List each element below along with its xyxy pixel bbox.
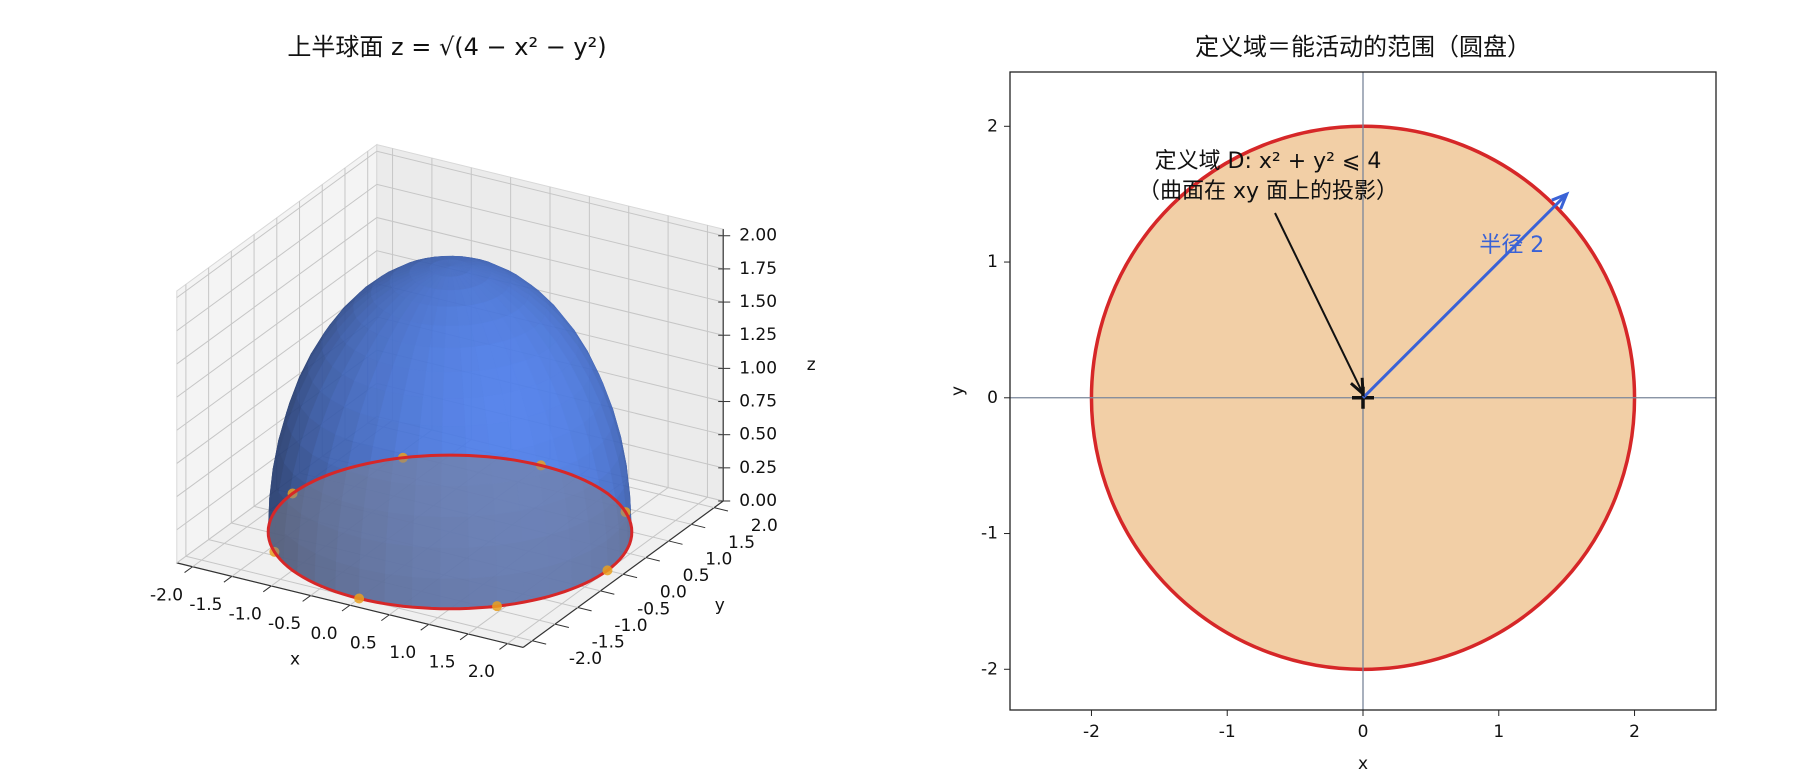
y-tick (623, 573, 638, 579)
y-tick-label: 1 (987, 252, 998, 272)
y-tick (713, 507, 729, 512)
annotation-text: （曲面在 xy 面上的投影） (1138, 179, 1398, 204)
y-tick-label: -2 (981, 659, 998, 679)
z-tick-label: 0.25 (739, 458, 777, 478)
x-tick-label: 0.0 (310, 624, 337, 644)
y-tick (554, 623, 569, 628)
boundary-marker (602, 565, 613, 576)
x-tick (223, 575, 233, 583)
y-tick (600, 590, 615, 595)
surface-facet (464, 424, 491, 456)
chart-title: 上半球面 z = √(4 − x² − y²) (287, 33, 606, 61)
grid-line (376, 217, 724, 303)
x-tick-label: -0.5 (268, 614, 301, 634)
annotation-text: 定义域 D: x² + y² ⩽ 4 (1155, 149, 1382, 174)
z-axis-label: z (807, 355, 816, 375)
x-tick-label: 0 (1358, 722, 1369, 742)
surface-facet (461, 370, 484, 399)
radius-label: 半径 2 (1479, 233, 1544, 258)
annotation-arrow (1274, 212, 1364, 395)
y-tick-label: 2 (987, 116, 998, 136)
y-tick (577, 606, 592, 612)
y-tick-label: 1.0 (705, 549, 732, 569)
x-tick (381, 614, 390, 622)
x-tick-label: -1 (1219, 722, 1236, 742)
z-tick-label: 0.75 (739, 392, 777, 412)
surface-facet (444, 325, 461, 349)
y-tick-label: 1.5 (728, 533, 755, 553)
y-tick-label: 0.5 (683, 566, 710, 586)
y-tick-label: 0.0 (660, 583, 687, 603)
surface-facet (420, 397, 444, 427)
x-tick-label: 1 (1493, 722, 1504, 742)
x-tick-label: -1.5 (189, 595, 222, 615)
x-tick (459, 633, 469, 641)
z-tick-label: 1.25 (739, 325, 777, 345)
surface-facet (445, 306, 459, 327)
x-tick (184, 566, 193, 573)
y-tick (532, 640, 547, 645)
y-tick-label: -1 (981, 524, 998, 544)
z-tick-label: 1.75 (739, 259, 777, 279)
y-axis-label: y (948, 386, 968, 396)
y-tick (668, 540, 683, 545)
x-tick-label: 0.5 (350, 633, 377, 653)
x-tick-label: 1.5 (429, 653, 456, 673)
surface-facet (422, 371, 445, 399)
surface-facet (394, 422, 421, 455)
grid-line (176, 150, 378, 299)
x-axis-label: x (290, 649, 300, 669)
domain-disk-3d (266, 453, 634, 611)
grid-line (176, 183, 378, 332)
chart-title: 定义域＝能活动的范围（圆盘） (1195, 33, 1531, 61)
x-tick (262, 585, 272, 593)
radius-arrow (1361, 193, 1568, 399)
y-tick (691, 523, 706, 529)
grid-line (176, 217, 378, 365)
x-axis-label: x (1358, 754, 1368, 774)
annotation-arrow-head (1349, 377, 1365, 398)
y-tick-label: -1.0 (614, 616, 647, 636)
y-tick (645, 557, 660, 562)
surface-facet (426, 346, 446, 373)
z-tick-label: 0.00 (739, 491, 777, 511)
y-tick-label: 0 (987, 388, 998, 408)
x-tick-label: 2 (1629, 722, 1640, 742)
radius-arrow-head (1551, 191, 1570, 210)
surface-facet (442, 371, 464, 399)
x-tick-label: -2.0 (150, 585, 183, 605)
y-tick-label: -1.5 (592, 633, 625, 653)
x-tick (302, 595, 311, 602)
x-tick-label: -2 (1083, 722, 1100, 742)
y-axis-label: y (715, 595, 725, 615)
surface-facet (443, 347, 463, 373)
z-tick-label: 1.00 (739, 358, 777, 378)
grid-line (176, 250, 378, 398)
x-tick (499, 643, 508, 650)
x-tick-label: 2.0 (468, 662, 495, 682)
grid-line (376, 150, 724, 237)
z-tick-label: 0.50 (739, 425, 777, 445)
boundary-marker (492, 601, 503, 612)
x-tick-label: -1.0 (229, 605, 262, 625)
y-tick-label: -2.0 (569, 649, 602, 669)
grid-line (376, 183, 724, 270)
surface-facet (442, 398, 466, 427)
z-tick-label: 2.00 (739, 226, 777, 246)
x-tick (341, 604, 351, 612)
surface-facet (417, 424, 443, 457)
z-tick-label: 1.50 (739, 292, 777, 312)
surface-facet (463, 396, 488, 427)
y-tick-label: -0.5 (637, 599, 670, 619)
surface-facet (441, 425, 467, 457)
surface-facet (486, 421, 513, 455)
boundary-marker (354, 593, 365, 604)
y-tick-label: 2.0 (751, 516, 778, 536)
x-tick-label: 1.0 (389, 643, 416, 663)
x-tick (420, 623, 430, 631)
